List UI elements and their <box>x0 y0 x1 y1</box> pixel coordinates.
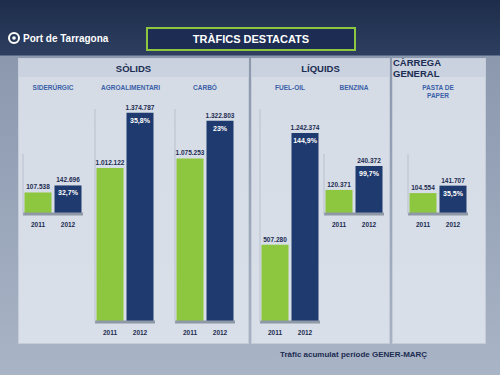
svg-text:1.322.803: 1.322.803 <box>206 112 235 119</box>
html-text:CARBÓ: CARBÓ <box>193 84 217 91</box>
html-text:FUEL-OIL: FUEL-OIL <box>275 84 305 91</box>
html-text:SIDERÚRGIC: SIDERÚRGIC <box>32 84 74 91</box>
html-text:AGROALIMENTARI: AGROALIMENTARI <box>101 84 161 91</box>
svg-text:1.242.374: 1.242.374 <box>291 124 320 131</box>
svg-text:141.707: 141.707 <box>441 177 465 184</box>
svg-text:240.372: 240.372 <box>357 157 381 164</box>
svg-text:2012: 2012 <box>446 221 461 228</box>
svg-text:35,8%: 35,8% <box>130 117 151 125</box>
svg-text:23%: 23% <box>213 125 228 132</box>
html-text:Tràfic acumulat període GENER-: Tràfic acumulat període GENER-MARÇ <box>280 350 428 359</box>
svg-text:2012: 2012 <box>133 329 148 336</box>
svg-text:1.374.787: 1.374.787 <box>126 104 155 111</box>
svg-text:32,7%: 32,7% <box>58 189 79 197</box>
svg-text:2012: 2012 <box>61 221 76 228</box>
html-text:CÀRREGA GENERAL: CÀRREGA GENERAL <box>393 57 441 79</box>
html-text:SÒLIDS: SÒLIDS <box>115 62 152 74</box>
svg-text:144,9%: 144,9% <box>293 137 318 145</box>
svg-text:99,7%: 99,7% <box>359 170 380 178</box>
svg-text:2011: 2011 <box>332 221 346 228</box>
svg-text:142.696: 142.696 <box>56 176 80 183</box>
svg-text:2011: 2011 <box>103 329 117 336</box>
svg-text:104.554: 104.554 <box>411 184 435 191</box>
svg-text:2012: 2012 <box>362 221 377 228</box>
svg-text:107.538: 107.538 <box>26 183 50 190</box>
svg-text:2012: 2012 <box>213 329 228 336</box>
svg-text:35,5%: 35,5% <box>443 190 464 198</box>
svg-text:2012: 2012 <box>298 329 313 336</box>
svg-text:1.075.253: 1.075.253 <box>176 149 205 156</box>
svg-text:2011: 2011 <box>268 329 282 336</box>
html-text:BENZINA: BENZINA <box>339 84 369 91</box>
html-text:Port de Tarragona: Port de Tarragona <box>23 32 109 44</box>
html-text:TRÀFICS DESTACATS: TRÀFICS DESTACATS <box>192 33 310 45</box>
svg-text:507.280: 507.280 <box>263 236 287 243</box>
svg-text:2011: 2011 <box>31 221 45 228</box>
html-text:LÍQUIDS: LÍQUIDS <box>301 62 340 74</box>
svg-text:2011: 2011 <box>416 221 430 228</box>
html-text:PASTA DE PAPER: PASTA DE PAPER <box>422 84 454 99</box>
svg-text:2011: 2011 <box>183 329 197 336</box>
svg-text:1.012.122: 1.012.122 <box>96 159 125 166</box>
svg-text:120.371: 120.371 <box>327 181 351 188</box>
